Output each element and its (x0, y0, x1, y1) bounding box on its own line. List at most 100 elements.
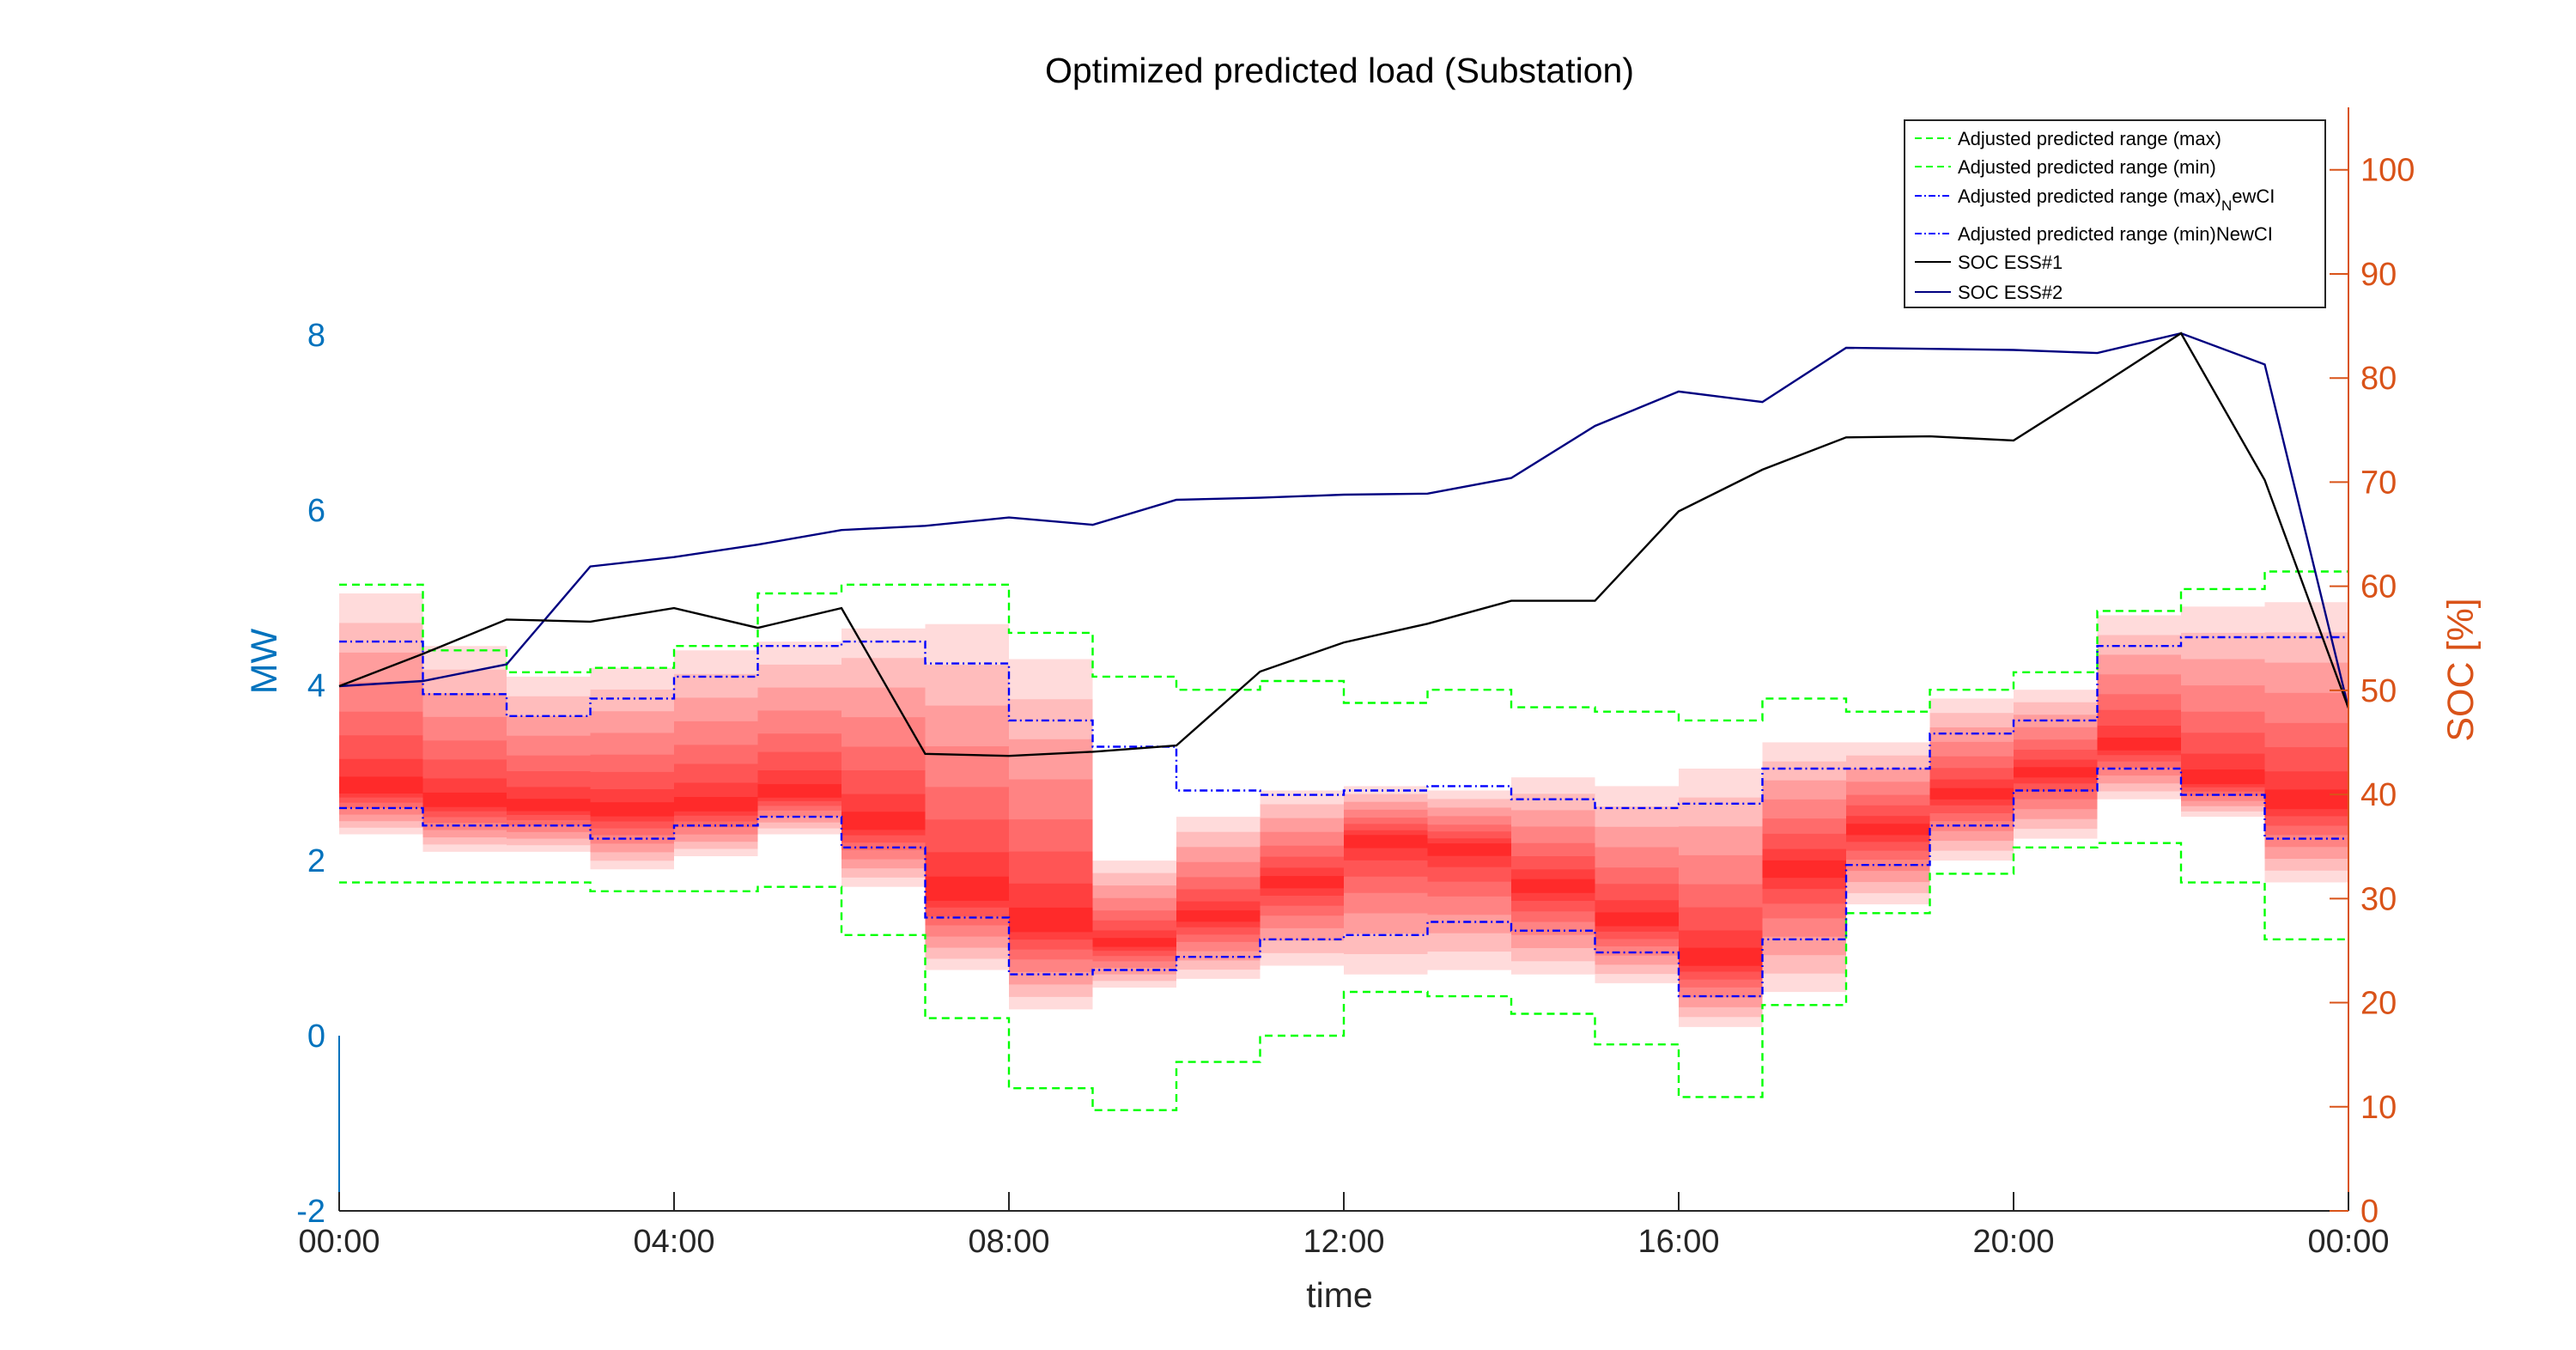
band-rect (1511, 856, 1595, 912)
band-rect (2181, 606, 2265, 818)
band-rect (925, 746, 1009, 937)
band-rect (1176, 889, 1261, 935)
series-soc-ess2 (338, 331, 2350, 708)
band-rect (1929, 713, 2014, 851)
legend-label-newci-max-sub: N (2221, 198, 2232, 214)
band-rect (590, 789, 674, 822)
legend-label-newci-max-main: Adjusted predicted range (max) (1958, 185, 2221, 207)
band-rect (2264, 692, 2348, 848)
band-rect (1092, 930, 1176, 952)
band-rect (1511, 869, 1595, 901)
band-rect (1846, 816, 1930, 842)
band-rect (2097, 674, 2181, 776)
y-right-tick-label: 90 (2360, 257, 2397, 293)
band-rect (1427, 843, 1511, 856)
y-left-tick-label: 2 (307, 843, 325, 879)
band-rect (422, 759, 507, 818)
band-rect (1009, 851, 1093, 950)
band-rect (422, 740, 507, 824)
band-rect (1929, 768, 2014, 813)
right-axis-label: SOC [%] (2440, 598, 2482, 741)
band-rect (1260, 790, 1344, 966)
band-rect (590, 802, 674, 817)
band-rect (590, 711, 674, 853)
band-rect (925, 665, 1009, 959)
band-rect (2097, 726, 2181, 756)
band-rect (2264, 789, 2348, 810)
band-rect (674, 650, 758, 856)
band-rect (1762, 848, 1846, 890)
y-left-tick-label: 8 (307, 318, 325, 354)
band-rect (1929, 779, 2014, 806)
band-rect (590, 733, 674, 844)
x-tick-label: 12:00 (1303, 1224, 1384, 1260)
band-rect (422, 646, 507, 852)
band-rect (1511, 879, 1595, 893)
band-rect (339, 623, 423, 828)
band-rect (757, 687, 841, 823)
band-rect (339, 682, 423, 815)
band-rect (1427, 824, 1511, 897)
band-rect (2014, 739, 2098, 800)
band-rect (757, 784, 841, 798)
x-tick-label: 08:00 (968, 1224, 1049, 1260)
band-rect (1595, 847, 1679, 956)
band-rect (1846, 769, 1930, 883)
series-newci-max (339, 635, 2348, 810)
band-rect (674, 782, 758, 816)
band-rect (1176, 910, 1261, 922)
band-rect (1092, 860, 1176, 988)
band-rect (1679, 854, 1763, 998)
x-tick-label: 00:00 (298, 1224, 380, 1260)
band-rect (1679, 947, 1763, 966)
band-rect (1176, 831, 1261, 970)
band-rect (1092, 938, 1176, 947)
band-rect (590, 754, 674, 836)
left-axis-label: MW (244, 628, 285, 694)
band-rect (2014, 750, 2098, 792)
plot-bands (339, 593, 2348, 1027)
band-rect (1929, 727, 2014, 842)
band-rect (1344, 801, 1428, 934)
legend-box (1904, 119, 2326, 308)
band-rect (2014, 759, 2098, 784)
band-rect (1929, 698, 2014, 861)
band-rect (925, 852, 1009, 908)
band-rect (1679, 907, 1763, 980)
band-rect (1176, 901, 1261, 927)
band-rect (1176, 877, 1261, 942)
y-left-tick-label: 6 (307, 493, 325, 529)
legend-label-range-max: Adjusted predicted range (max) (1958, 128, 2221, 149)
band-rect (507, 676, 591, 852)
band-rect (1846, 781, 1930, 872)
band-rect (1511, 842, 1595, 922)
y-left-tick-label: 4 (307, 668, 325, 704)
band-rect (925, 787, 1009, 926)
band-rect (422, 716, 507, 830)
band-rect (1511, 777, 1595, 975)
band-rect (674, 745, 758, 828)
band-rect (2181, 685, 2265, 801)
plot-lines (338, 331, 2350, 1111)
band-rect (841, 770, 926, 843)
band-rect (757, 664, 841, 829)
series-newci-min (339, 767, 2348, 998)
band-rect (674, 721, 758, 835)
band-rect (1260, 867, 1344, 896)
band-rect (1092, 873, 1176, 982)
band-rect (757, 733, 841, 811)
band-rect (1092, 920, 1176, 957)
band-rect (1009, 819, 1093, 960)
band-rect (841, 794, 926, 836)
band-rect (1344, 809, 1428, 914)
band-rect (1092, 885, 1176, 975)
band-rect (1595, 786, 1679, 983)
band-rect (339, 735, 423, 803)
band-rect (757, 770, 841, 801)
band-rect (1679, 884, 1763, 988)
band-rect (2181, 711, 2265, 796)
band-rect (2264, 722, 2348, 836)
band-rect (1511, 794, 1595, 962)
y-right-tick-label: 10 (2360, 1090, 2397, 1126)
band-rect (422, 792, 507, 807)
